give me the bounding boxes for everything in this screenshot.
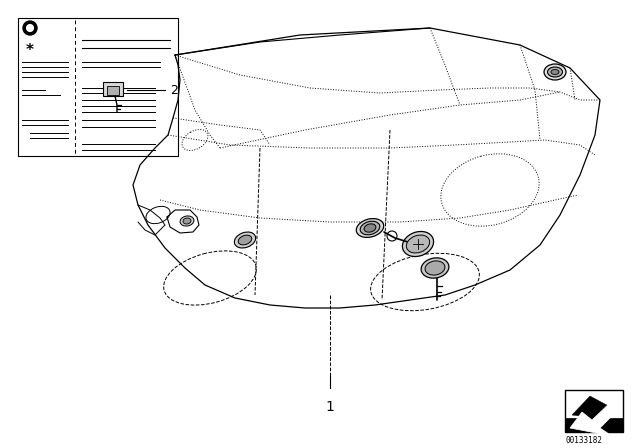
Ellipse shape xyxy=(403,232,433,257)
Bar xyxy=(107,86,119,95)
Ellipse shape xyxy=(180,216,194,226)
Ellipse shape xyxy=(425,261,445,275)
Bar xyxy=(565,418,623,432)
Ellipse shape xyxy=(406,235,429,253)
Ellipse shape xyxy=(360,221,380,235)
Ellipse shape xyxy=(421,258,449,278)
Circle shape xyxy=(23,21,37,35)
Bar xyxy=(103,82,123,96)
Ellipse shape xyxy=(544,64,566,80)
Ellipse shape xyxy=(356,219,384,237)
Text: 00133182: 00133182 xyxy=(566,436,603,445)
Ellipse shape xyxy=(551,69,559,74)
Text: 2: 2 xyxy=(170,83,178,96)
Polygon shape xyxy=(570,396,616,430)
Ellipse shape xyxy=(183,218,191,224)
Ellipse shape xyxy=(364,224,376,232)
Text: 1: 1 xyxy=(326,400,335,414)
Ellipse shape xyxy=(238,235,252,245)
Polygon shape xyxy=(570,400,620,436)
Ellipse shape xyxy=(234,232,255,248)
Text: *: * xyxy=(26,43,34,57)
Bar xyxy=(565,390,623,432)
Circle shape xyxy=(26,25,33,31)
Bar xyxy=(18,18,178,156)
Ellipse shape xyxy=(547,67,563,77)
